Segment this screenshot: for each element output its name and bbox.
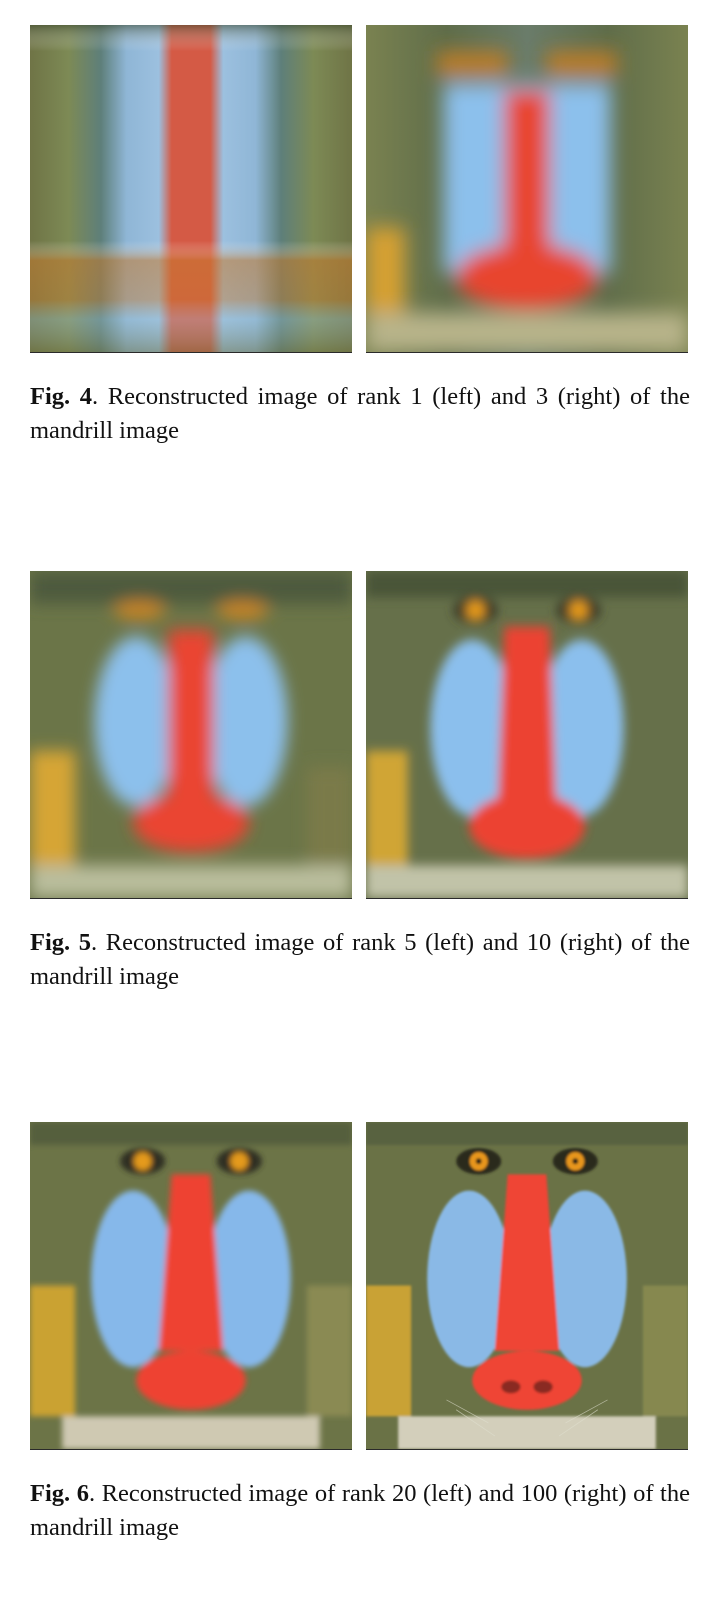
rank-1-reconstruction-image	[30, 25, 352, 353]
figure-4-label: Fig. 4	[30, 383, 93, 410]
figure-6-caption-text: . Reconstructed image of rank 20 (left) …	[30, 1480, 690, 1541]
figure-4-caption-text: . Reconstructed image of rank 1 (left) a…	[30, 383, 690, 444]
figure-4-caption: Fig. 4. Reconstructed image of rank 1 (l…	[30, 380, 690, 448]
figure-6-caption: Fig. 6. Reconstructed image of rank 20 (…	[30, 1477, 690, 1545]
rank-5-reconstruction-image	[30, 571, 352, 899]
figure-6-label: Fig. 6	[30, 1480, 89, 1507]
rank-3-reconstruction-image	[366, 25, 688, 353]
figure-5-label: Fig. 5	[30, 929, 92, 956]
rank-100-reconstruction-image	[366, 1122, 688, 1450]
figure-5-caption: Fig. 5. Reconstructed image of rank 5 (l…	[30, 926, 690, 994]
figure-5-caption-text: . Reconstructed image of rank 5 (left) a…	[30, 929, 690, 990]
rank-20-reconstruction-image	[30, 1122, 352, 1450]
rank-10-reconstruction-image	[366, 571, 688, 899]
